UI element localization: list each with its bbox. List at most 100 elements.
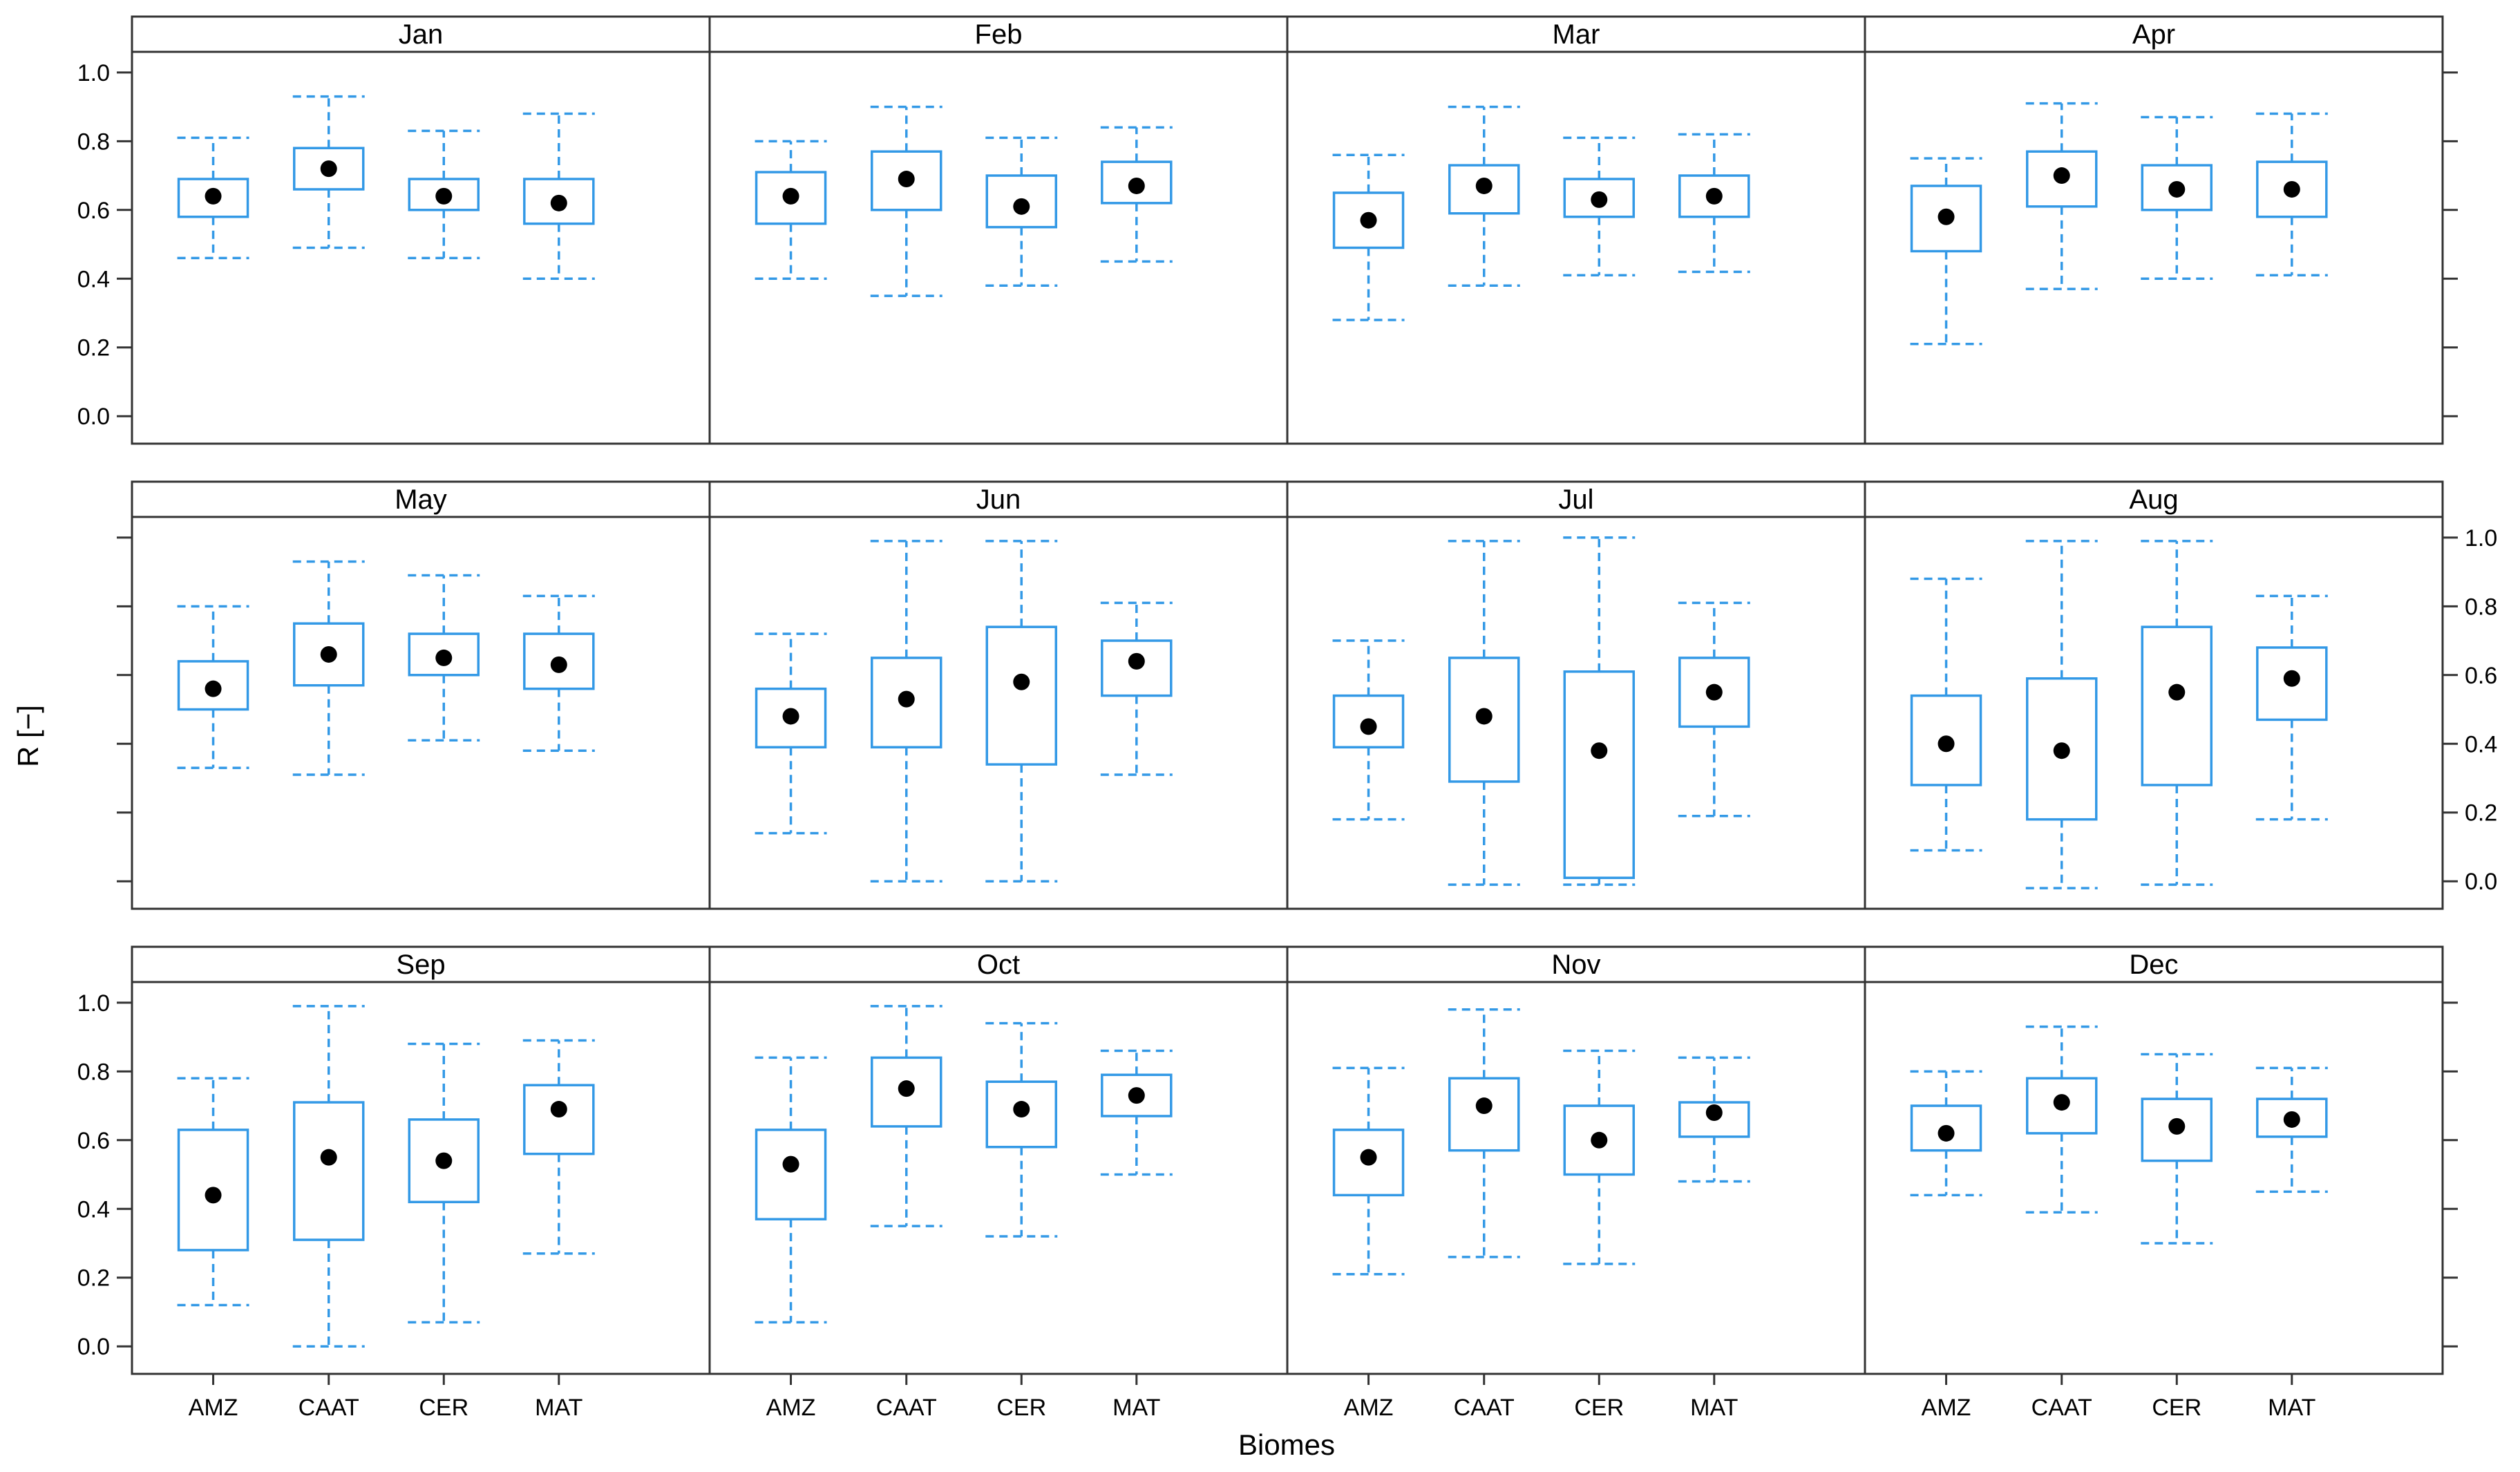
strip-label: Aug bbox=[2129, 484, 2178, 515]
strip-label: Jan bbox=[399, 19, 444, 50]
box-caat bbox=[2025, 102, 2098, 290]
strip-label: Oct bbox=[977, 950, 1020, 980]
median-dot bbox=[898, 171, 915, 188]
box-cer bbox=[985, 1021, 1058, 1238]
y-axis-title: R [−] bbox=[12, 705, 44, 767]
y-tick-label: 0.4 bbox=[2465, 731, 2497, 757]
box-amz bbox=[1332, 1066, 1405, 1276]
panel-sep: Sep 0.0 0.2 0.4 0.6 0.8 1.0 AMZ CAAT CER MAT bbox=[77, 945, 711, 1421]
box-caat bbox=[1448, 1008, 1520, 1258]
median-dot bbox=[2168, 683, 2186, 701]
median-dot bbox=[1705, 1104, 1723, 1121]
iqr-box bbox=[2256, 1097, 2328, 1138]
panel-jun: Jun bbox=[708, 480, 1289, 910]
median-dot bbox=[1128, 177, 1145, 194]
box-amz bbox=[755, 1056, 827, 1324]
strip-label: Mar bbox=[1553, 19, 1600, 50]
panel-frame bbox=[1864, 981, 2444, 1375]
y-tick-label: 0.6 bbox=[2465, 663, 2497, 689]
box-mat bbox=[522, 112, 595, 281]
panel-frame bbox=[1864, 50, 2444, 445]
y-tick-label: 0.2 bbox=[77, 335, 110, 361]
iqr-box bbox=[292, 1101, 365, 1241]
box-amz bbox=[1910, 1070, 1982, 1197]
median-dot bbox=[782, 708, 799, 725]
median-dot bbox=[1013, 1101, 1030, 1118]
iqr-box bbox=[2141, 1097, 2213, 1162]
box-caat bbox=[292, 95, 365, 249]
iqr-box bbox=[177, 1129, 249, 1252]
iqr-box bbox=[2256, 646, 2328, 721]
y-tick-label: 0.2 bbox=[77, 1265, 110, 1292]
median-dot bbox=[435, 649, 453, 666]
iqr-box bbox=[755, 687, 827, 748]
median-dot bbox=[435, 187, 453, 205]
strip-label: Feb bbox=[975, 19, 1023, 50]
iqr-box bbox=[523, 178, 595, 225]
iqr-box bbox=[1678, 174, 1750, 218]
strip-label: May bbox=[395, 484, 447, 515]
median-dot bbox=[1013, 198, 1030, 215]
iqr-box bbox=[755, 171, 827, 225]
box-mat bbox=[1678, 1056, 1750, 1183]
y-tick-label: 0.8 bbox=[77, 1059, 110, 1085]
iqr-box bbox=[2256, 160, 2328, 218]
median-dot bbox=[1938, 735, 1955, 753]
box-amz bbox=[1332, 639, 1405, 821]
median-dot bbox=[1705, 187, 1723, 205]
box-mat bbox=[2255, 1066, 2328, 1193]
panel-frame bbox=[131, 516, 711, 910]
median-dot bbox=[1360, 718, 1377, 735]
median-dot bbox=[2053, 1094, 2070, 1111]
box-cer bbox=[1563, 1049, 1636, 1265]
box-amz bbox=[755, 140, 827, 281]
box-mat bbox=[1678, 133, 1750, 274]
iqr-box bbox=[1332, 1129, 1405, 1197]
x-tick-label: CAAT bbox=[1454, 1395, 1515, 1421]
iqr-box bbox=[985, 174, 1058, 229]
median-dot bbox=[2283, 670, 2300, 687]
strip-label: Apr bbox=[2132, 19, 2175, 50]
median-dot bbox=[1475, 1097, 1493, 1115]
box-caat bbox=[2025, 1025, 2098, 1214]
iqr-box bbox=[2025, 677, 2098, 821]
median-dot bbox=[550, 194, 567, 211]
iqr-box bbox=[1448, 1077, 1520, 1152]
box-cer bbox=[408, 574, 480, 742]
iqr-box bbox=[1332, 694, 1405, 748]
panel-mar: Mar bbox=[1286, 15, 1866, 445]
panel-feb: Feb bbox=[708, 15, 1289, 445]
iqr-box bbox=[870, 150, 942, 211]
box-cer bbox=[408, 129, 480, 260]
median-dot bbox=[205, 187, 222, 205]
median-dot bbox=[1705, 683, 1723, 701]
panel-frame bbox=[1286, 516, 1866, 910]
iqr-box bbox=[1101, 1073, 1173, 1117]
iqr-box bbox=[870, 657, 942, 748]
strip-label: Jul bbox=[1558, 484, 1593, 515]
x-tick-label: MAT bbox=[1112, 1395, 1160, 1421]
panel-nov: Nov AMZ CAAT CER MAT bbox=[1286, 945, 1866, 1421]
box-caat bbox=[870, 540, 942, 883]
strip-may bbox=[131, 480, 711, 518]
x-tick-label: CAAT bbox=[876, 1395, 937, 1421]
median-dot bbox=[898, 1080, 915, 1097]
iqr-box bbox=[523, 632, 595, 690]
iqr-box bbox=[408, 178, 480, 211]
median-dot bbox=[2053, 167, 2070, 185]
median-dot bbox=[1360, 211, 1377, 229]
box-cer bbox=[1563, 536, 1636, 886]
iqr-box bbox=[292, 622, 365, 687]
x-tick-label: CER bbox=[2152, 1395, 2201, 1421]
strip-dec bbox=[1864, 945, 2444, 983]
box-caat bbox=[292, 560, 365, 776]
box-amz bbox=[177, 1077, 249, 1307]
x-tick-label: MAT bbox=[2268, 1395, 2315, 1421]
x-tick-label: MAT bbox=[535, 1395, 582, 1421]
iqr-box bbox=[177, 178, 249, 218]
box-amz bbox=[177, 605, 249, 769]
box-caat bbox=[1448, 540, 1520, 886]
median-dot bbox=[1128, 652, 1145, 670]
panels-layer: Jan 0.0 0.2 0.4 0.6 0.8 1.0 Feb Mar Apr May Jun Jul A… bbox=[77, 15, 2497, 1421]
iqr-box bbox=[408, 632, 480, 677]
